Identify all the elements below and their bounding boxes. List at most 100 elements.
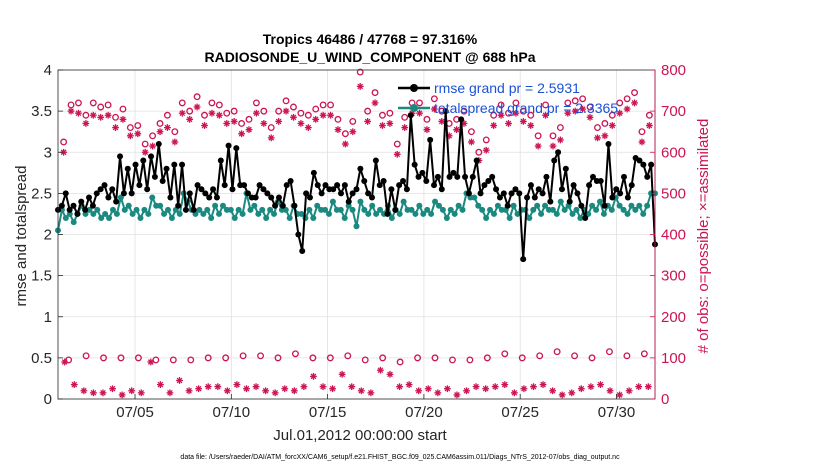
rmse-point bbox=[225, 142, 232, 149]
obs-assimilated-point bbox=[379, 122, 386, 129]
totalspread-point bbox=[70, 219, 77, 226]
star-stroke bbox=[105, 112, 111, 119]
rmse-point bbox=[496, 194, 503, 201]
star-stroke bbox=[406, 381, 412, 388]
obs-assimilated-point bbox=[109, 385, 116, 393]
obs-possible-point bbox=[645, 111, 653, 119]
star-stroke bbox=[327, 112, 334, 119]
rmse-point bbox=[644, 173, 651, 180]
star-stroke bbox=[368, 389, 374, 396]
totalspread-point bbox=[263, 215, 270, 222]
obs-assimilated-point bbox=[377, 366, 384, 374]
star-stroke bbox=[626, 387, 632, 394]
obs-assimilated-point bbox=[430, 105, 438, 113]
obs-assimilated-point bbox=[367, 389, 375, 397]
star-stroke bbox=[372, 100, 378, 106]
obs-assimilated-point bbox=[371, 99, 379, 107]
totalspread-point bbox=[286, 215, 293, 222]
obs-assimilated-point bbox=[253, 109, 260, 117]
obs-assimilated-point bbox=[601, 132, 609, 140]
star-stroke bbox=[312, 116, 319, 123]
rmse-point bbox=[244, 190, 251, 197]
totalspread-point bbox=[341, 215, 348, 222]
totalspread-point bbox=[435, 202, 442, 209]
star-stroke bbox=[520, 118, 527, 125]
obs-assimilated-point bbox=[275, 118, 283, 125]
star-stroke bbox=[396, 383, 403, 390]
totalspread-point bbox=[377, 206, 384, 213]
rmse-point bbox=[128, 190, 135, 197]
totalspread-point bbox=[121, 206, 128, 213]
rmse-point bbox=[481, 182, 488, 189]
totalspread-point bbox=[510, 202, 517, 209]
star-stroke bbox=[587, 114, 593, 121]
obs-assimilated-point bbox=[319, 383, 327, 391]
star-stroke bbox=[172, 139, 178, 145]
y-tick-label-right: 0 bbox=[661, 391, 669, 408]
star-stroke bbox=[291, 387, 298, 394]
totalspread-point bbox=[314, 202, 321, 209]
star-stroke bbox=[542, 112, 549, 119]
obs-assimilated-point bbox=[482, 146, 490, 154]
star-stroke bbox=[645, 383, 652, 390]
star-stroke bbox=[310, 373, 317, 380]
obs-assimilated-point bbox=[520, 385, 528, 393]
star-stroke bbox=[90, 389, 97, 396]
star-stroke bbox=[268, 135, 275, 141]
rmse-point bbox=[489, 173, 496, 180]
rmse-point bbox=[361, 178, 368, 185]
rmse-point bbox=[287, 178, 294, 185]
star-stroke bbox=[594, 135, 601, 141]
rmse-point bbox=[163, 165, 170, 172]
star-stroke bbox=[100, 389, 106, 396]
obs-possible-point bbox=[542, 101, 550, 109]
totalspread-point bbox=[125, 202, 132, 209]
rmse-point bbox=[140, 157, 147, 164]
rmse-point bbox=[458, 116, 465, 123]
star-stroke bbox=[624, 106, 630, 112]
x-tick-label: 07/30 bbox=[598, 404, 636, 421]
rmse-point bbox=[66, 206, 73, 213]
obs-assimilated-point bbox=[645, 122, 653, 129]
obs-possible-point bbox=[623, 352, 631, 360]
obs-assimilated-point bbox=[549, 142, 557, 150]
star-stroke bbox=[348, 383, 355, 390]
obs-possible-point bbox=[163, 111, 171, 119]
rmse-point bbox=[213, 194, 220, 201]
obs-possible-point bbox=[257, 352, 264, 360]
obs-possible-point bbox=[379, 111, 386, 119]
rmse-point bbox=[411, 161, 418, 168]
totalspread-point bbox=[227, 206, 234, 213]
rmse-point bbox=[349, 190, 356, 197]
star-stroke bbox=[434, 389, 441, 396]
obs-assimilated-point bbox=[75, 109, 82, 117]
obs-assimilated-point bbox=[453, 391, 461, 399]
obs-assimilated-point bbox=[549, 387, 557, 395]
star-stroke bbox=[616, 392, 623, 398]
star-stroke bbox=[559, 392, 566, 398]
star-stroke bbox=[609, 122, 616, 129]
obs-assimilated-point bbox=[396, 383, 403, 391]
totalspread-point bbox=[408, 206, 415, 213]
obs-assimilated-point bbox=[262, 387, 270, 395]
obs-assimilated-point bbox=[338, 370, 346, 378]
totalspread-point bbox=[157, 202, 164, 209]
rmse-point bbox=[524, 194, 531, 201]
obs-assimilated-point bbox=[119, 115, 127, 123]
rmse-point bbox=[318, 190, 325, 197]
obs-assimilated-point bbox=[539, 381, 547, 389]
star-stroke bbox=[342, 141, 349, 147]
rmse-point bbox=[74, 210, 81, 217]
legend-rmse-marker bbox=[410, 84, 418, 92]
rmse-point bbox=[186, 190, 193, 197]
star-stroke bbox=[157, 381, 164, 388]
star-stroke bbox=[379, 122, 386, 129]
obs-assimilated-point bbox=[112, 124, 119, 131]
totalspread-point bbox=[164, 206, 171, 213]
rmse-point bbox=[206, 194, 213, 201]
rmse-point bbox=[136, 182, 143, 189]
y-tick-label-left: 2 bbox=[44, 227, 52, 244]
rmse-point bbox=[473, 157, 480, 164]
obs-assimilated-point bbox=[156, 381, 164, 389]
rmse-point bbox=[558, 186, 565, 193]
